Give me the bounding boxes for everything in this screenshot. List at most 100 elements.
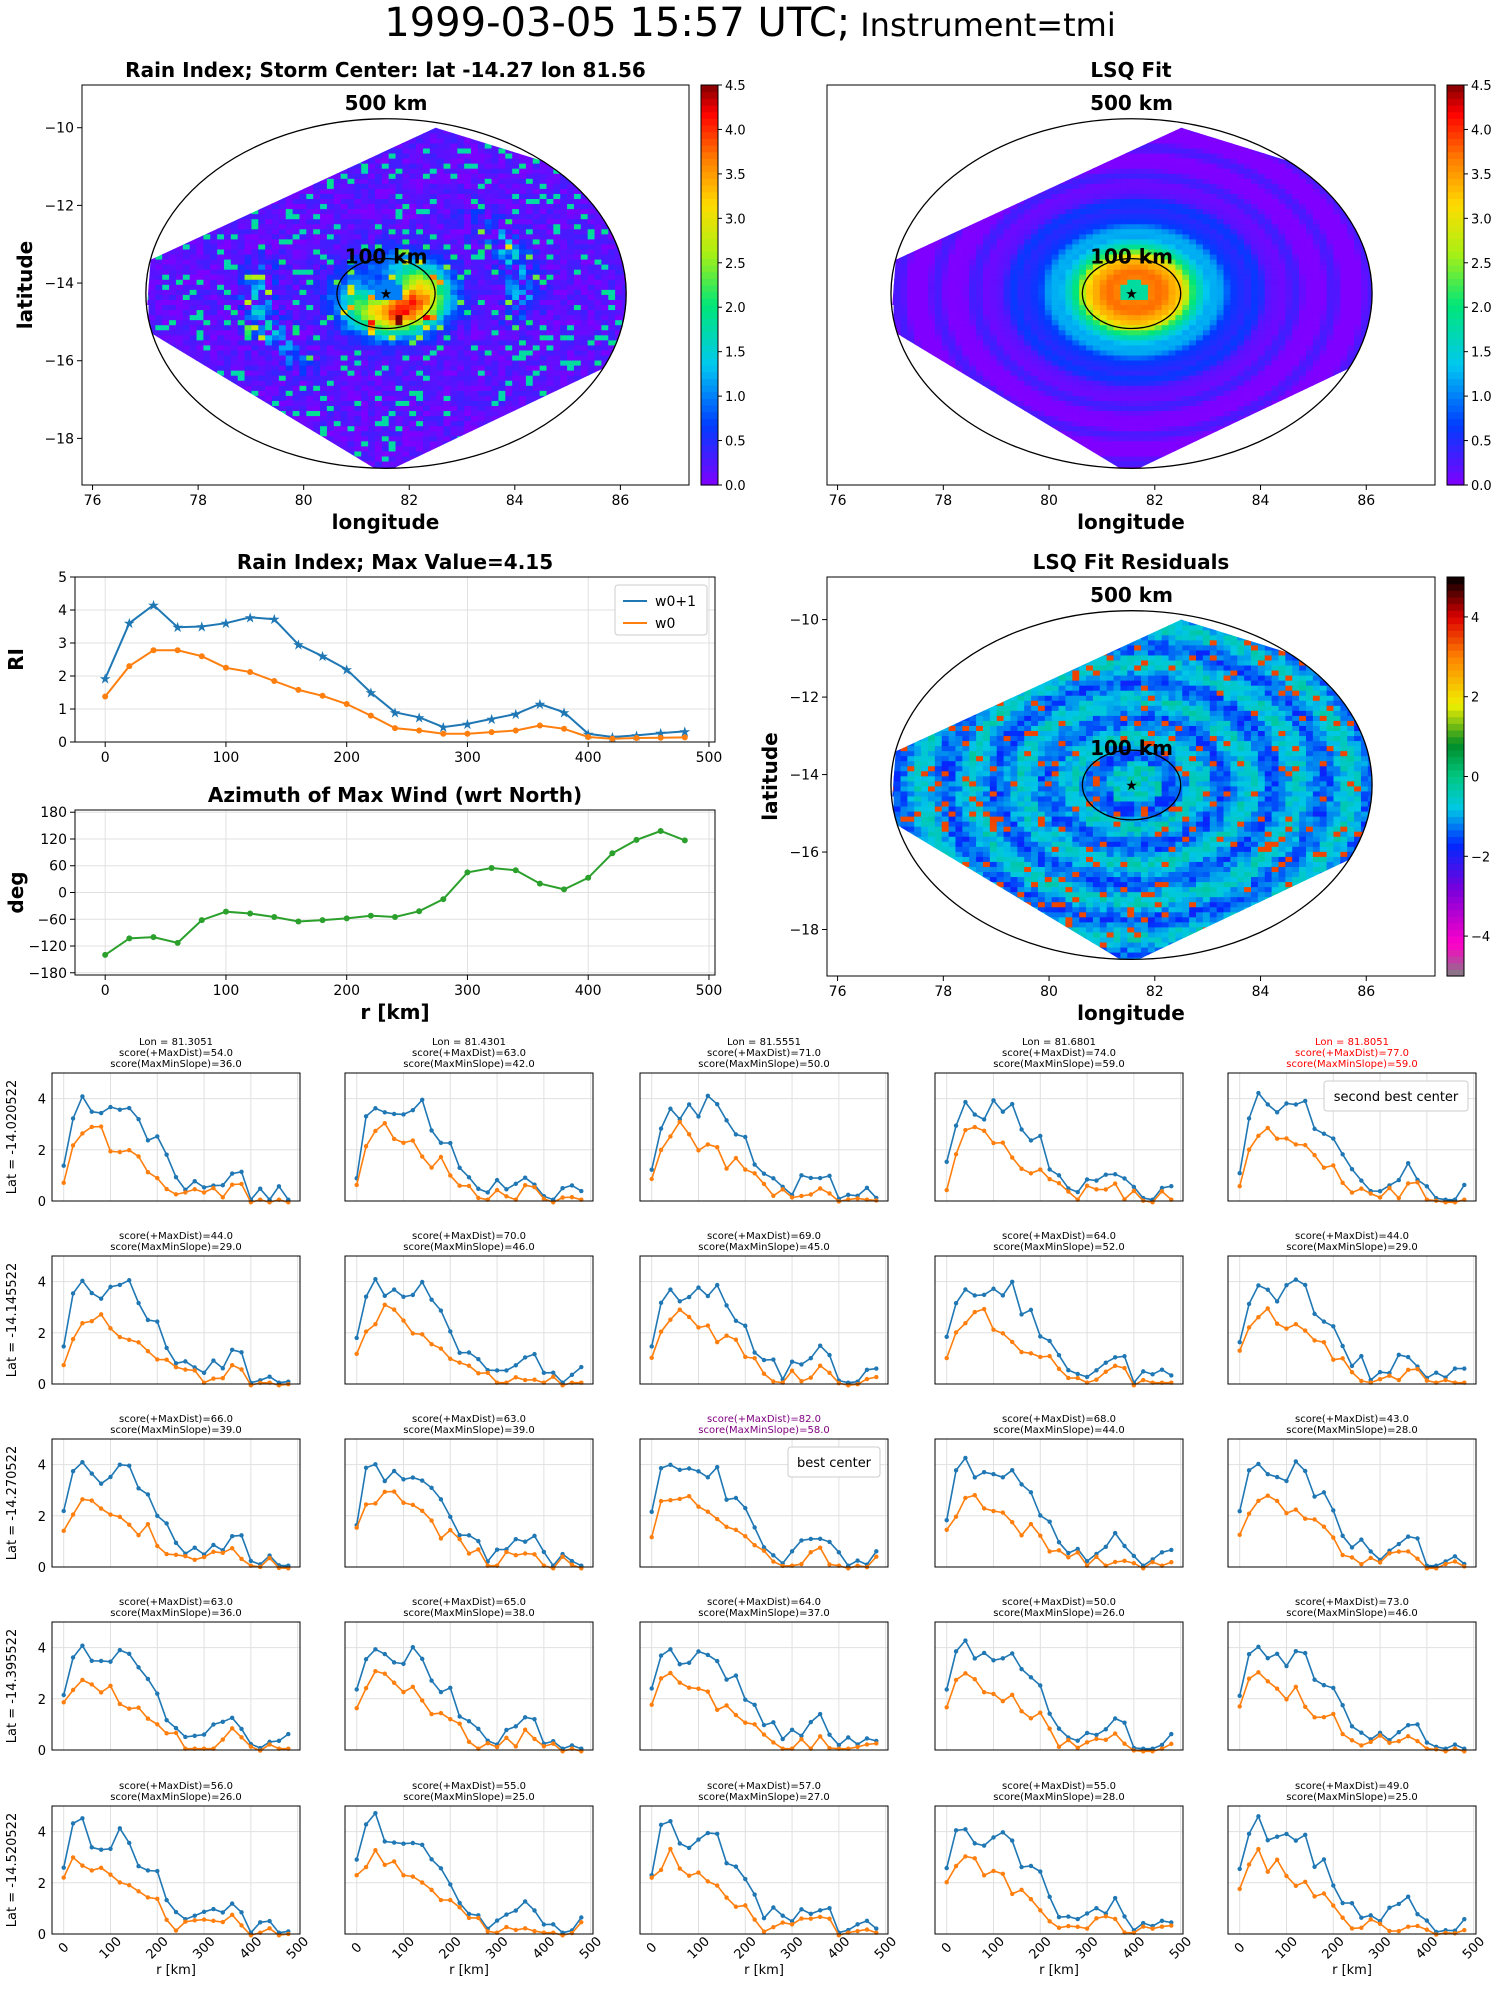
map-cell bbox=[327, 249, 334, 255]
map-cell bbox=[615, 269, 622, 275]
map-cell bbox=[217, 360, 224, 366]
map-cell bbox=[546, 360, 553, 366]
map-cell bbox=[265, 203, 272, 209]
map-cell bbox=[361, 229, 368, 235]
map-cell bbox=[949, 335, 956, 341]
map-cell bbox=[1024, 426, 1031, 432]
map-cell bbox=[437, 148, 444, 154]
map-cell bbox=[286, 148, 293, 154]
map-cell bbox=[949, 340, 956, 346]
map-cell bbox=[313, 133, 320, 139]
map-cell bbox=[574, 244, 581, 250]
map-cell bbox=[997, 193, 1004, 199]
map-cell bbox=[299, 415, 306, 421]
map-cell bbox=[245, 208, 252, 214]
map-cell bbox=[361, 178, 368, 184]
map-cell bbox=[595, 274, 602, 280]
map-cell bbox=[320, 294, 327, 300]
map-cell bbox=[949, 380, 956, 386]
map-cell bbox=[492, 365, 499, 371]
map-cell bbox=[286, 340, 293, 346]
map-cell bbox=[437, 451, 444, 457]
map-cell bbox=[894, 309, 901, 315]
map-cell bbox=[498, 345, 505, 351]
map-cell bbox=[629, 304, 636, 310]
map-cell bbox=[245, 284, 252, 290]
map-cell bbox=[949, 355, 956, 361]
map-cell bbox=[368, 269, 375, 275]
map-cell bbox=[969, 173, 976, 179]
map-cell bbox=[197, 294, 204, 300]
map-cell bbox=[375, 269, 382, 275]
map-cell bbox=[546, 309, 553, 315]
map-cell bbox=[382, 153, 389, 159]
map-cell bbox=[251, 289, 258, 295]
map-cell bbox=[210, 299, 217, 305]
map-cell bbox=[409, 158, 416, 164]
map-cell bbox=[155, 325, 162, 331]
map-cell bbox=[478, 405, 485, 411]
map-cell bbox=[327, 410, 334, 416]
map-cell bbox=[375, 188, 382, 194]
map-cell bbox=[279, 405, 286, 411]
map-cell bbox=[416, 380, 423, 386]
map-cell bbox=[588, 239, 595, 245]
map-cell bbox=[928, 345, 935, 351]
map-cell bbox=[396, 214, 403, 220]
map-cell bbox=[505, 309, 512, 315]
map-cell bbox=[512, 279, 519, 285]
map-cell bbox=[245, 294, 252, 300]
map-cell bbox=[498, 254, 505, 260]
map-cell bbox=[299, 370, 306, 376]
map-cell bbox=[231, 421, 238, 427]
map-cell bbox=[320, 249, 327, 255]
map-cell bbox=[567, 249, 574, 255]
map-cell bbox=[382, 421, 389, 427]
map-cell bbox=[498, 264, 505, 270]
map-cell bbox=[245, 178, 252, 184]
map-cell bbox=[1010, 249, 1017, 255]
map-cell bbox=[533, 421, 540, 427]
map-cell bbox=[430, 178, 437, 184]
map-cell bbox=[245, 410, 252, 416]
ring-label-100km: 100 km bbox=[345, 245, 428, 269]
map-cell bbox=[423, 284, 430, 290]
map-cell bbox=[1004, 173, 1011, 179]
map-cell bbox=[334, 158, 341, 164]
map-cell bbox=[313, 239, 320, 245]
map-cell bbox=[595, 309, 602, 315]
map-cell bbox=[409, 441, 416, 447]
map-cell bbox=[444, 208, 451, 214]
map-cell bbox=[478, 355, 485, 361]
map-cell bbox=[983, 254, 990, 260]
map-cell bbox=[327, 380, 334, 386]
map-cell bbox=[450, 198, 457, 204]
map-cell bbox=[169, 254, 176, 260]
map-cell bbox=[258, 325, 265, 331]
map-cell bbox=[203, 269, 210, 275]
map-cell bbox=[354, 446, 361, 452]
colorbar-cell bbox=[701, 465, 718, 472]
map-cell bbox=[533, 340, 540, 346]
map-cell bbox=[574, 390, 581, 396]
map-cell bbox=[279, 441, 286, 447]
map-cell bbox=[976, 234, 983, 240]
map-cell bbox=[962, 370, 969, 376]
map-cell bbox=[430, 163, 437, 169]
map-cell bbox=[1004, 405, 1011, 411]
map-cell bbox=[955, 405, 962, 411]
map-cell bbox=[512, 415, 519, 421]
map-cell bbox=[942, 198, 949, 204]
map-cell bbox=[921, 294, 928, 300]
map-cell bbox=[251, 330, 258, 336]
map-cell bbox=[962, 410, 969, 416]
map-cell bbox=[251, 173, 258, 179]
map-cell bbox=[997, 289, 1004, 295]
map-cell bbox=[306, 436, 313, 442]
map-cell bbox=[361, 360, 368, 366]
map-cell bbox=[608, 320, 615, 326]
map-cell bbox=[601, 289, 608, 295]
map-cell bbox=[375, 148, 382, 154]
map-cell bbox=[976, 168, 983, 174]
map-cell bbox=[258, 274, 265, 280]
